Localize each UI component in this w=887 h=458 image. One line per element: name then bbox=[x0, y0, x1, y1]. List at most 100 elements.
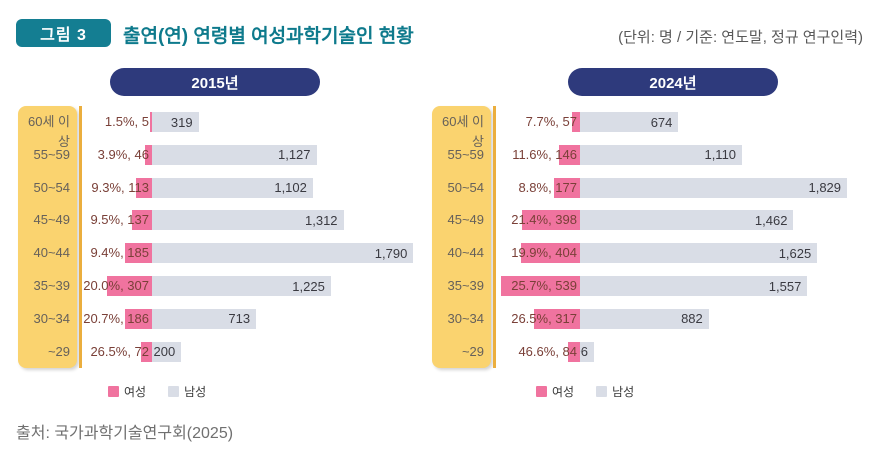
female-value-label: 9.4%, 185 bbox=[90, 245, 149, 261]
male-bar: 1,557 bbox=[580, 276, 808, 296]
female-value-label: 8.8%, 177 bbox=[518, 179, 577, 195]
female-bar bbox=[558, 144, 580, 165]
male-bar: 713 bbox=[152, 308, 257, 329]
female-bar bbox=[135, 177, 152, 198]
male-value-label: 1,557 bbox=[768, 278, 802, 294]
male-value-label: 1,225 bbox=[292, 278, 325, 294]
female-value-label: 21.4%, 398 bbox=[511, 212, 577, 228]
female-value-label: 9.5%, 137 bbox=[90, 212, 149, 228]
male-bar: 1,462 bbox=[580, 210, 794, 231]
female-value-label: 7.7%, 57 bbox=[525, 114, 577, 129]
female-bar bbox=[501, 276, 580, 296]
male-bar: 200 bbox=[152, 341, 182, 362]
figure-title: 출연(연) 연령별 여성과학기술인 현황 bbox=[123, 26, 414, 47]
female-value-label: 26.5%, 317 bbox=[511, 310, 577, 326]
male-value-label: 1,110 bbox=[704, 147, 737, 163]
age-label: 45~49 bbox=[447, 212, 484, 228]
female-bar bbox=[141, 341, 152, 362]
female-bar bbox=[571, 112, 580, 132]
male-value-label: 713 bbox=[228, 311, 251, 327]
age-label: 55~59 bbox=[33, 146, 70, 162]
year-pill: 2024년 bbox=[568, 68, 778, 96]
age-axis-panel: 60세 이상 55~59 50~54 45~49 40~44 35~39 30~34 ~29 bbox=[18, 106, 77, 368]
male-bar: 96 bbox=[574, 341, 595, 362]
female-value-label: 1.5%, 5 bbox=[104, 114, 149, 129]
female-value-label: 9.3%, 113 bbox=[91, 179, 149, 195]
age-label: 45~49 bbox=[33, 212, 70, 228]
age-label: 40~44 bbox=[447, 245, 484, 261]
legend-item-female: 여성 bbox=[108, 383, 146, 400]
male-value-label: 1,127 bbox=[277, 147, 311, 163]
female-value-label: 19.9%, 404 bbox=[511, 245, 577, 261]
female-value-label: 20.0%, 307 bbox=[83, 278, 149, 293]
age-label: 60세 이상 bbox=[28, 114, 70, 149]
male-value-label: 1,625 bbox=[778, 245, 812, 261]
legend-item-male: 남성 bbox=[168, 383, 206, 400]
male-bar: 882 bbox=[580, 308, 709, 329]
female-bar bbox=[521, 210, 580, 231]
age-label: 50~54 bbox=[447, 179, 484, 195]
male-value-label: 882 bbox=[681, 311, 703, 327]
age-label: 30~34 bbox=[33, 310, 70, 326]
axis-line bbox=[79, 106, 82, 368]
female-value-label: 20.7%, 186 bbox=[83, 310, 149, 326]
female-bar bbox=[145, 144, 152, 165]
male-value-label: 319 bbox=[170, 114, 193, 130]
male-bar: 1,625 bbox=[580, 243, 818, 264]
male-value-label: 1,312 bbox=[305, 212, 338, 228]
female-value-label: 26.5%, 72 bbox=[90, 343, 149, 359]
female-bar bbox=[521, 243, 580, 264]
male-bar: 1,312 bbox=[152, 210, 344, 231]
male-value-label: 1,102 bbox=[274, 180, 307, 196]
female-bar bbox=[150, 112, 152, 132]
male-bar: 1,127 bbox=[152, 144, 317, 165]
legend-label: 남성 bbox=[184, 385, 207, 399]
male-value-label: 1,790 bbox=[374, 245, 408, 261]
male-value-label: 1,829 bbox=[808, 180, 842, 196]
male-bar: 319 bbox=[152, 112, 199, 132]
legend-label: 여성 bbox=[552, 385, 575, 399]
male-value-label: 200 bbox=[153, 344, 176, 360]
age-label: 40~44 bbox=[33, 245, 70, 261]
female-bar bbox=[124, 243, 152, 264]
male-bar: 1,829 bbox=[580, 177, 848, 198]
male-bar: 1,790 bbox=[152, 243, 414, 264]
female-value-label: 46.6%, 84 bbox=[518, 343, 577, 359]
age-axis-panel: 60세 이상 55~59 50~54 45~49 40~44 35~39 30~34 ~29 bbox=[432, 106, 491, 368]
age-label: 55~59 bbox=[447, 146, 484, 162]
female-bar bbox=[131, 210, 152, 231]
male-bar: 674 bbox=[580, 112, 679, 132]
unit-note: (단위: 명 / 기준: 연도말, 정규 연구인력) bbox=[618, 29, 863, 46]
female-bar bbox=[107, 276, 152, 296]
male-swatch bbox=[168, 386, 180, 397]
age-label: 35~39 bbox=[33, 278, 70, 293]
male-bar: 1,225 bbox=[152, 276, 331, 296]
male-bar: 1,102 bbox=[152, 177, 313, 198]
age-label: ~29 bbox=[47, 343, 70, 359]
legend-item-male: 남성 bbox=[596, 383, 634, 400]
female-value-label: 25.7%, 539 bbox=[511, 278, 577, 293]
female-value-label: 3.9%, 46 bbox=[97, 146, 149, 162]
male-value-label: 1,462 bbox=[754, 212, 788, 228]
female-bar bbox=[124, 308, 152, 329]
female-bar bbox=[533, 308, 580, 329]
source-note: 출처: 국가과학기술연구회(2025) bbox=[16, 425, 234, 442]
female-swatch bbox=[536, 386, 547, 397]
axis-line bbox=[493, 106, 496, 368]
female-value-label: 11.6%, 146 bbox=[512, 146, 577, 162]
legend-label: 여성 bbox=[124, 385, 147, 399]
year-pill: 2015년 bbox=[110, 68, 320, 96]
male-bar: 1,110 bbox=[580, 144, 743, 165]
male-value-label: 674 bbox=[650, 114, 673, 130]
legend-label: 남성 bbox=[612, 385, 635, 399]
female-bar bbox=[554, 177, 580, 198]
legend: 여성 남성 bbox=[108, 383, 206, 400]
legend-item-female: 여성 bbox=[536, 383, 574, 400]
female-bar bbox=[567, 341, 580, 362]
age-label: 60세 이상 bbox=[442, 114, 484, 149]
age-label: 30~34 bbox=[447, 310, 484, 326]
male-swatch bbox=[596, 386, 608, 397]
female-swatch bbox=[108, 386, 119, 397]
age-label: 35~39 bbox=[447, 278, 484, 293]
